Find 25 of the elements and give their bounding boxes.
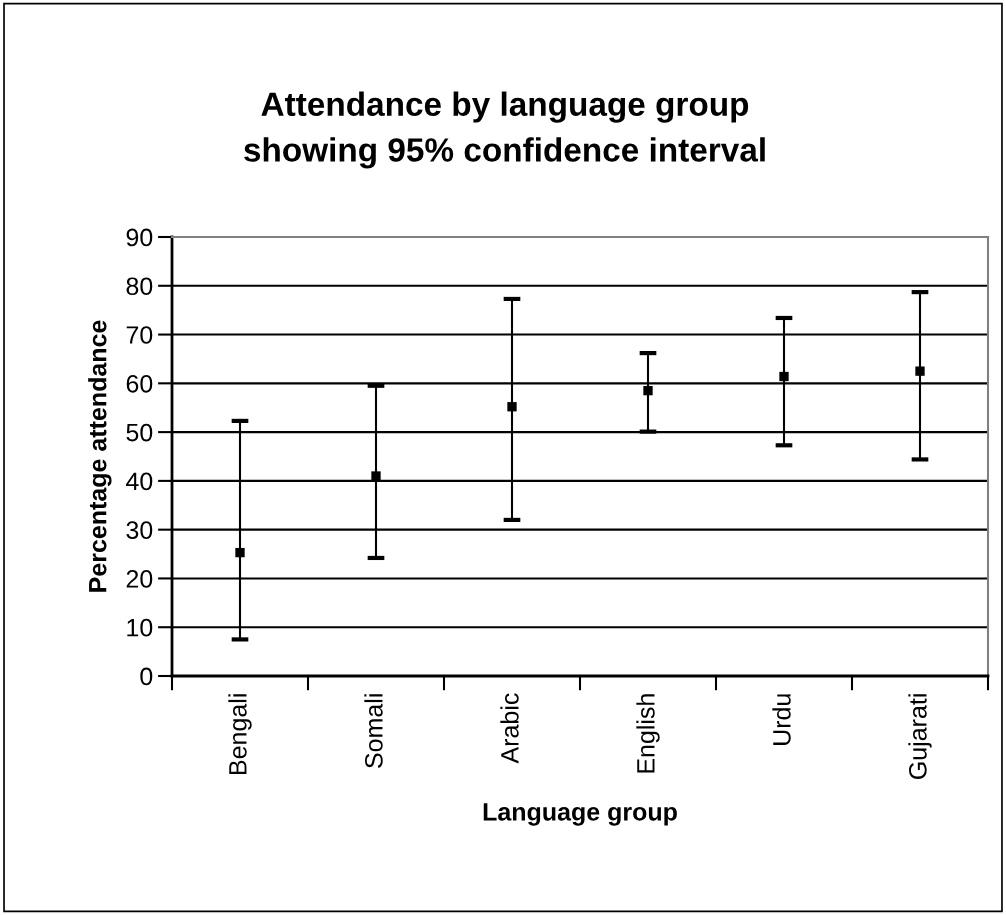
x-tick-label: English <box>636 694 660 773</box>
y-tick-label: 0 <box>140 667 153 686</box>
x-tick-label: Arabic <box>500 693 519 764</box>
y-tick-label: 50 <box>126 423 153 442</box>
point <box>779 371 789 382</box>
point <box>915 366 925 376</box>
y-tick-label: 30 <box>126 521 153 539</box>
x-tick-label: Urdu <box>772 694 791 745</box>
x-tick-label: Gujarati <box>908 694 932 779</box>
y-tick-label: 40 <box>126 472 153 491</box>
y-tick-label: 20 <box>126 570 153 588</box>
y-tick-label: 90 <box>126 228 153 247</box>
y-tick-label: 70 <box>126 326 153 344</box>
point <box>507 402 517 412</box>
y-tick-label: 60 <box>126 374 153 393</box>
x-axis-title: Language group <box>483 803 677 826</box>
point <box>371 471 381 481</box>
point <box>643 385 653 396</box>
y-tick-label: 10 <box>127 618 153 637</box>
point <box>235 547 245 558</box>
y-axis-title: Percentage attendance <box>88 320 112 592</box>
x-tick-label: Somali <box>364 694 383 768</box>
x-tick-label: Bengali <box>228 694 252 775</box>
chart-title: Attendance by language group showing 95% confidence interval <box>244 91 765 169</box>
y-tick-label: 80 <box>126 277 153 296</box>
